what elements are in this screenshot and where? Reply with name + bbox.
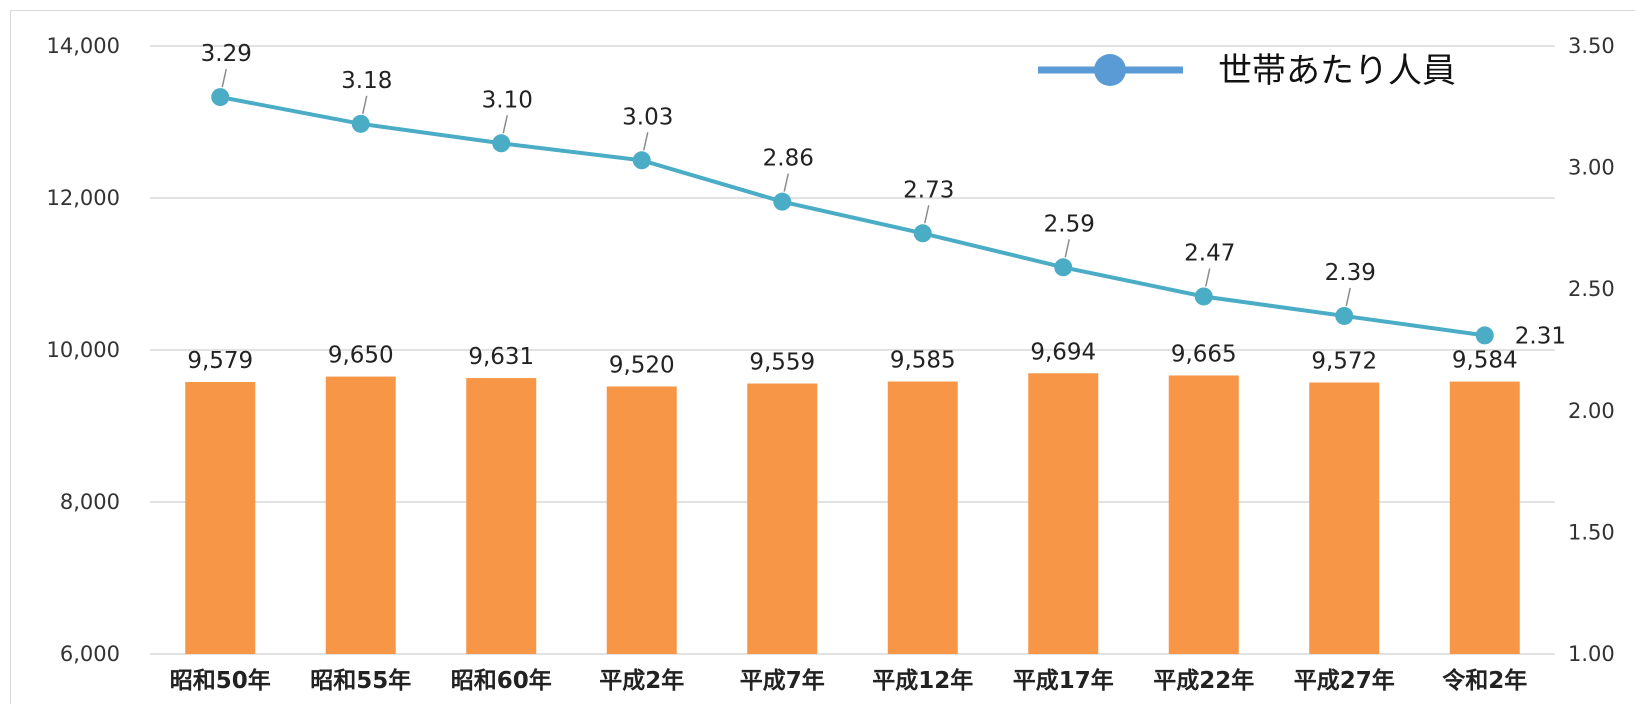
bar [606,386,677,654]
line-data-label: 2.59 [1044,211,1095,237]
data-label-leader [1064,239,1070,258]
line-point [1475,326,1494,345]
left-axis-tick-label: 10,000 [47,338,120,362]
right-axis-tick-label: 1.50 [1568,520,1615,544]
legend-label: 世帯あたり人員 [1218,51,1456,91]
line-point [913,224,932,243]
bar-data-label: 9,694 [1030,339,1096,365]
right-axis-tick-label: 1.00 [1568,642,1615,666]
data-label-leader [502,115,508,134]
left-axis-tick-label: 12,000 [47,186,120,210]
legend-marker [1094,54,1126,86]
bar [466,378,537,654]
bar-data-label: 9,665 [1171,341,1237,367]
bar-data-label: 9,631 [468,344,534,370]
right-axis-tick-label: 2.00 [1568,399,1615,423]
line-data-label: 2.47 [1184,240,1235,266]
line-series [211,88,1494,345]
bar [325,376,396,654]
category-label: 昭和50年 [170,667,271,694]
category-labels: 昭和50年 昭和55年 昭和60年 平成2年 平成7年 平成12年 平成17年 平成22年 平成… [170,667,1528,694]
line-data-label: 2.73 [903,177,954,203]
category-label: 平成7年 [740,667,825,694]
category-label: 平成27年 [1294,667,1395,694]
category-label: 平成12年 [872,667,973,694]
data-label-leader [1205,268,1211,287]
bar-data-label: 9,650 [328,343,394,369]
chart-frame [10,10,1635,704]
left-axis-tick-label: 14,000 [47,34,120,58]
left-axis: 6,000 8,000 10,000 12,000 14,000 [47,34,120,666]
category-label: 昭和60年 [451,667,552,694]
line-data-label: 2.31 [1515,323,1566,349]
data-label-leader [1345,287,1351,307]
left-axis-tick-label: 6,000 [60,642,120,666]
category-label: 平成2年 [599,667,684,694]
line-data-label: 2.39 [1325,260,1376,286]
data-label-leader [643,132,649,151]
bar-data-label: 9,584 [1452,348,1518,374]
line-data-label: 3.03 [622,104,673,130]
line-point [773,192,792,211]
bar-data-label: 9,520 [609,352,675,378]
right-axis-tick-label: 3.50 [1568,34,1615,58]
series-line [219,95,1486,338]
bar [1449,381,1520,654]
category-label: 昭和55年 [310,667,411,694]
line-point [1194,287,1213,306]
line-point [1335,306,1354,325]
right-axis-tick-label: 3.00 [1568,156,1615,180]
line-point [211,88,230,107]
line-data-label: 2.86 [763,146,814,172]
line-point [1054,258,1073,277]
line-point [632,151,651,170]
bar [1168,375,1239,654]
line-labels: 3.29 3.18 3.10 3.03 2.86 2.73 2.59 2.47 2.39 2.31 [201,41,1566,349]
bar-data-label: 9,579 [187,348,253,374]
line-data-label: 3.18 [341,68,392,94]
line-data-label: 3.10 [482,87,533,113]
category-label: 令和2年 [1442,667,1527,694]
right-axis: 1.00 1.50 2.00 2.50 3.00 3.50 [1568,34,1615,666]
bar [1028,373,1099,654]
bar-data-label: 9,572 [1311,349,1377,375]
right-axis-tick-label: 2.50 [1568,277,1615,301]
bar [1309,382,1380,654]
bar [747,383,818,654]
category-label: 平成22年 [1153,667,1254,694]
line-point [492,134,511,153]
bar-data-label: 9,585 [890,348,956,374]
legend: 世帯あたり人員 [1038,51,1456,91]
line-data-label: 3.29 [201,41,252,67]
left-axis-tick-label: 8,000 [60,490,120,514]
bar [185,381,256,654]
bar [887,381,958,654]
bar-labels: 9,579 9,650 9,631 9,520 9,559 9,585 9,694 9,665… [187,339,1517,378]
data-label-leader [362,95,368,114]
data-label-leader [783,173,789,192]
data-label-leader [221,68,227,88]
bar-data-label: 9,559 [749,350,815,376]
bar-series [185,373,1520,654]
line-point [351,114,370,133]
category-label: 平成17年 [1013,667,1114,694]
data-label-leader [924,205,930,224]
